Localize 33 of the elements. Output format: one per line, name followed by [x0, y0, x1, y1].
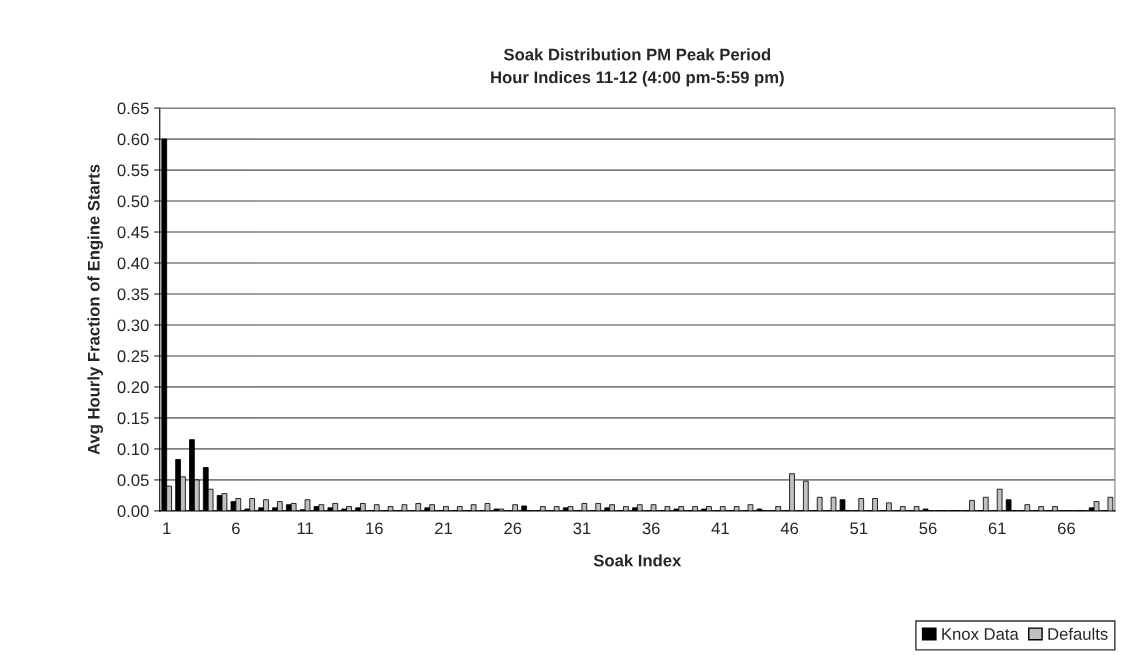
x-tick-label: 46 — [780, 522, 799, 535]
chart-title: Soak Distribution PM Peak Period Hour Indices 11-12 (4:00 pm-5:59 pm) — [491, 48, 784, 87]
x-tick-label: 41 — [711, 522, 729, 535]
x-tick-label: 51 — [850, 522, 868, 535]
x-tick-label: 11 — [297, 522, 313, 535]
x-tick-label: 16 — [366, 522, 383, 535]
x-axis-title: Soak Index — [593, 554, 682, 567]
y-tick-label: 0.10 — [117, 443, 149, 456]
y-tick-label: 0.30 — [117, 319, 149, 332]
legend-label: Knox Data — [942, 628, 1019, 640]
legend-label: Defaults — [1048, 627, 1108, 640]
y-tick-label: 0.20 — [117, 381, 149, 394]
x-tick-label: 26 — [504, 522, 522, 535]
y-tick-label: 0.55 — [117, 164, 149, 177]
x-tick-label: 6 — [232, 522, 240, 535]
x-tick-label: 66 — [1058, 522, 1075, 535]
y-tick-label: 0.50 — [117, 195, 149, 208]
x-tick-label: 1 — [163, 522, 171, 535]
x-tick-label: 61 — [988, 522, 1006, 535]
y-tick-label: 0.65 — [117, 102, 149, 115]
x-tick-label: 21 — [435, 522, 452, 535]
x-tick-label: 36 — [642, 522, 660, 535]
x-tick-label: 56 — [919, 522, 937, 535]
y-tick-label: 0.60 — [117, 133, 149, 146]
y-tick-label: 0.00 — [117, 505, 149, 518]
y-axis-title: Avg Hourly Fraction of Engine Starts — [87, 164, 104, 455]
x-tick-label: 31 — [573, 522, 591, 535]
y-tick-label: 0.45 — [117, 226, 149, 239]
y-tick-label: 0.35 — [117, 288, 149, 301]
y-tick-label: 0.40 — [117, 257, 149, 270]
y-tick-label: 0.05 — [117, 474, 149, 487]
y-tick-label: 0.15 — [117, 412, 149, 425]
y-tick-label: 0.25 — [117, 350, 149, 363]
